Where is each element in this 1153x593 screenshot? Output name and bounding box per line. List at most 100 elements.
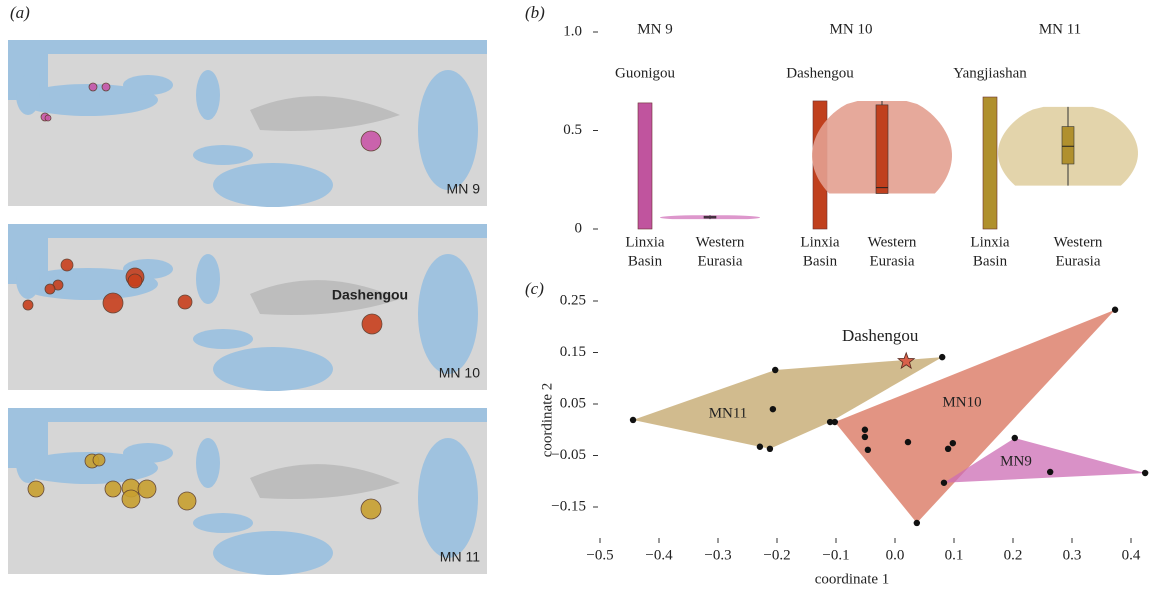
locality: [178, 492, 196, 510]
sea: [418, 254, 478, 374]
point: [865, 447, 871, 453]
panel-label: (b): [525, 3, 545, 22]
x-tick-label: 0.4: [1122, 547, 1141, 563]
panel-label: (c): [525, 279, 544, 298]
sea: [16, 443, 40, 483]
point: [941, 480, 947, 486]
locality: [89, 83, 97, 91]
x-tick-label: Basin: [803, 253, 838, 269]
locality: [45, 115, 51, 121]
y-tick-label: 0: [575, 220, 583, 236]
sea: [418, 70, 478, 190]
x-tick-label: Linxia: [800, 234, 839, 250]
x-tick-label: −0.3: [704, 547, 731, 563]
locality: [138, 480, 156, 498]
y-tick-label: −0.05: [551, 447, 586, 463]
figure: (a) MN 9 MN 10 Dashengou MN 11 (b) 0 0.5 1.0 MN …: [0, 0, 1153, 593]
highlight-label: Dashengou: [842, 326, 919, 345]
sea: [8, 224, 487, 238]
map: MN 10 Dashengou: [8, 224, 487, 391]
sea: [196, 70, 220, 120]
locality: [362, 314, 382, 334]
annotation: Guonigou: [615, 65, 676, 81]
locality: [102, 83, 110, 91]
y-tick-label: 0.05: [560, 395, 586, 411]
group-title: MN 9: [637, 21, 672, 37]
sea: [16, 259, 40, 299]
x-tick-label: Western: [1054, 234, 1103, 250]
point: [767, 446, 773, 452]
point: [905, 439, 911, 445]
point: [1112, 307, 1118, 313]
point: [757, 444, 763, 450]
sea: [193, 145, 253, 165]
y-axis-label: coordinate 2: [539, 383, 555, 458]
x-tick-label: −0.5: [586, 547, 613, 563]
box: [1062, 127, 1074, 164]
sea: [16, 75, 40, 115]
locality: [361, 131, 381, 151]
point: [862, 434, 868, 440]
point: [945, 446, 951, 452]
sea: [123, 75, 173, 95]
y-tick-label: 0.5: [563, 122, 582, 138]
x-tick-label: 0.0: [886, 547, 905, 563]
locality: [45, 284, 55, 294]
sea: [123, 443, 173, 463]
locality: [23, 300, 33, 310]
bar: [983, 97, 997, 229]
point: [1047, 469, 1053, 475]
locality: [61, 259, 73, 271]
map-label: MN 11: [440, 549, 480, 565]
y-tick-label: −0.15: [551, 498, 586, 514]
series-label: MN11: [709, 405, 748, 421]
sea: [418, 438, 478, 558]
point: [862, 427, 868, 433]
point: [914, 520, 920, 526]
sea: [213, 531, 333, 575]
x-tick-label: 0.1: [945, 547, 964, 563]
locality: [28, 481, 44, 497]
bar: [638, 103, 652, 229]
y-tick-label: 1.0: [563, 23, 582, 39]
x-axis-label: coordinate 1: [815, 571, 890, 587]
sea: [213, 163, 333, 207]
group-title: MN 11: [1039, 21, 1081, 37]
map-label: MN 10: [439, 365, 480, 381]
series-label: MN10: [942, 394, 981, 410]
sea: [196, 254, 220, 304]
point: [770, 406, 776, 412]
sea: [196, 438, 220, 488]
point: [1142, 470, 1148, 476]
x-tick-label: Basin: [973, 253, 1008, 269]
locality: [105, 481, 121, 497]
locality: [103, 293, 123, 313]
locality: [128, 274, 142, 288]
map-annotation: Dashengou: [332, 287, 408, 303]
point: [950, 440, 956, 446]
x-tick-label: Basin: [628, 253, 663, 269]
x-tick-label: Linxia: [625, 234, 664, 250]
locality: [122, 490, 140, 508]
sea: [8, 408, 487, 422]
point: [630, 417, 636, 423]
sea: [193, 329, 253, 349]
locality: [361, 499, 381, 519]
box: [876, 105, 888, 194]
annotation: Dashengou: [786, 65, 854, 81]
x-tick-label: 0.3: [1063, 547, 1082, 563]
panel-label: (a): [10, 3, 30, 22]
x-tick-label: −0.4: [645, 547, 673, 563]
sea: [8, 40, 487, 54]
map: MN 11: [8, 408, 487, 575]
map-label: MN 9: [447, 181, 481, 197]
locality: [178, 295, 192, 309]
series-label: MN9: [1000, 453, 1032, 469]
point: [772, 367, 778, 373]
x-tick-label: 0.2: [1004, 547, 1023, 563]
x-tick-label: Western: [868, 234, 917, 250]
sea: [213, 347, 333, 391]
x-tick-label: Eurasia: [870, 253, 915, 269]
x-tick-label: −0.1: [822, 547, 849, 563]
y-tick-label: 0.25: [560, 292, 586, 308]
